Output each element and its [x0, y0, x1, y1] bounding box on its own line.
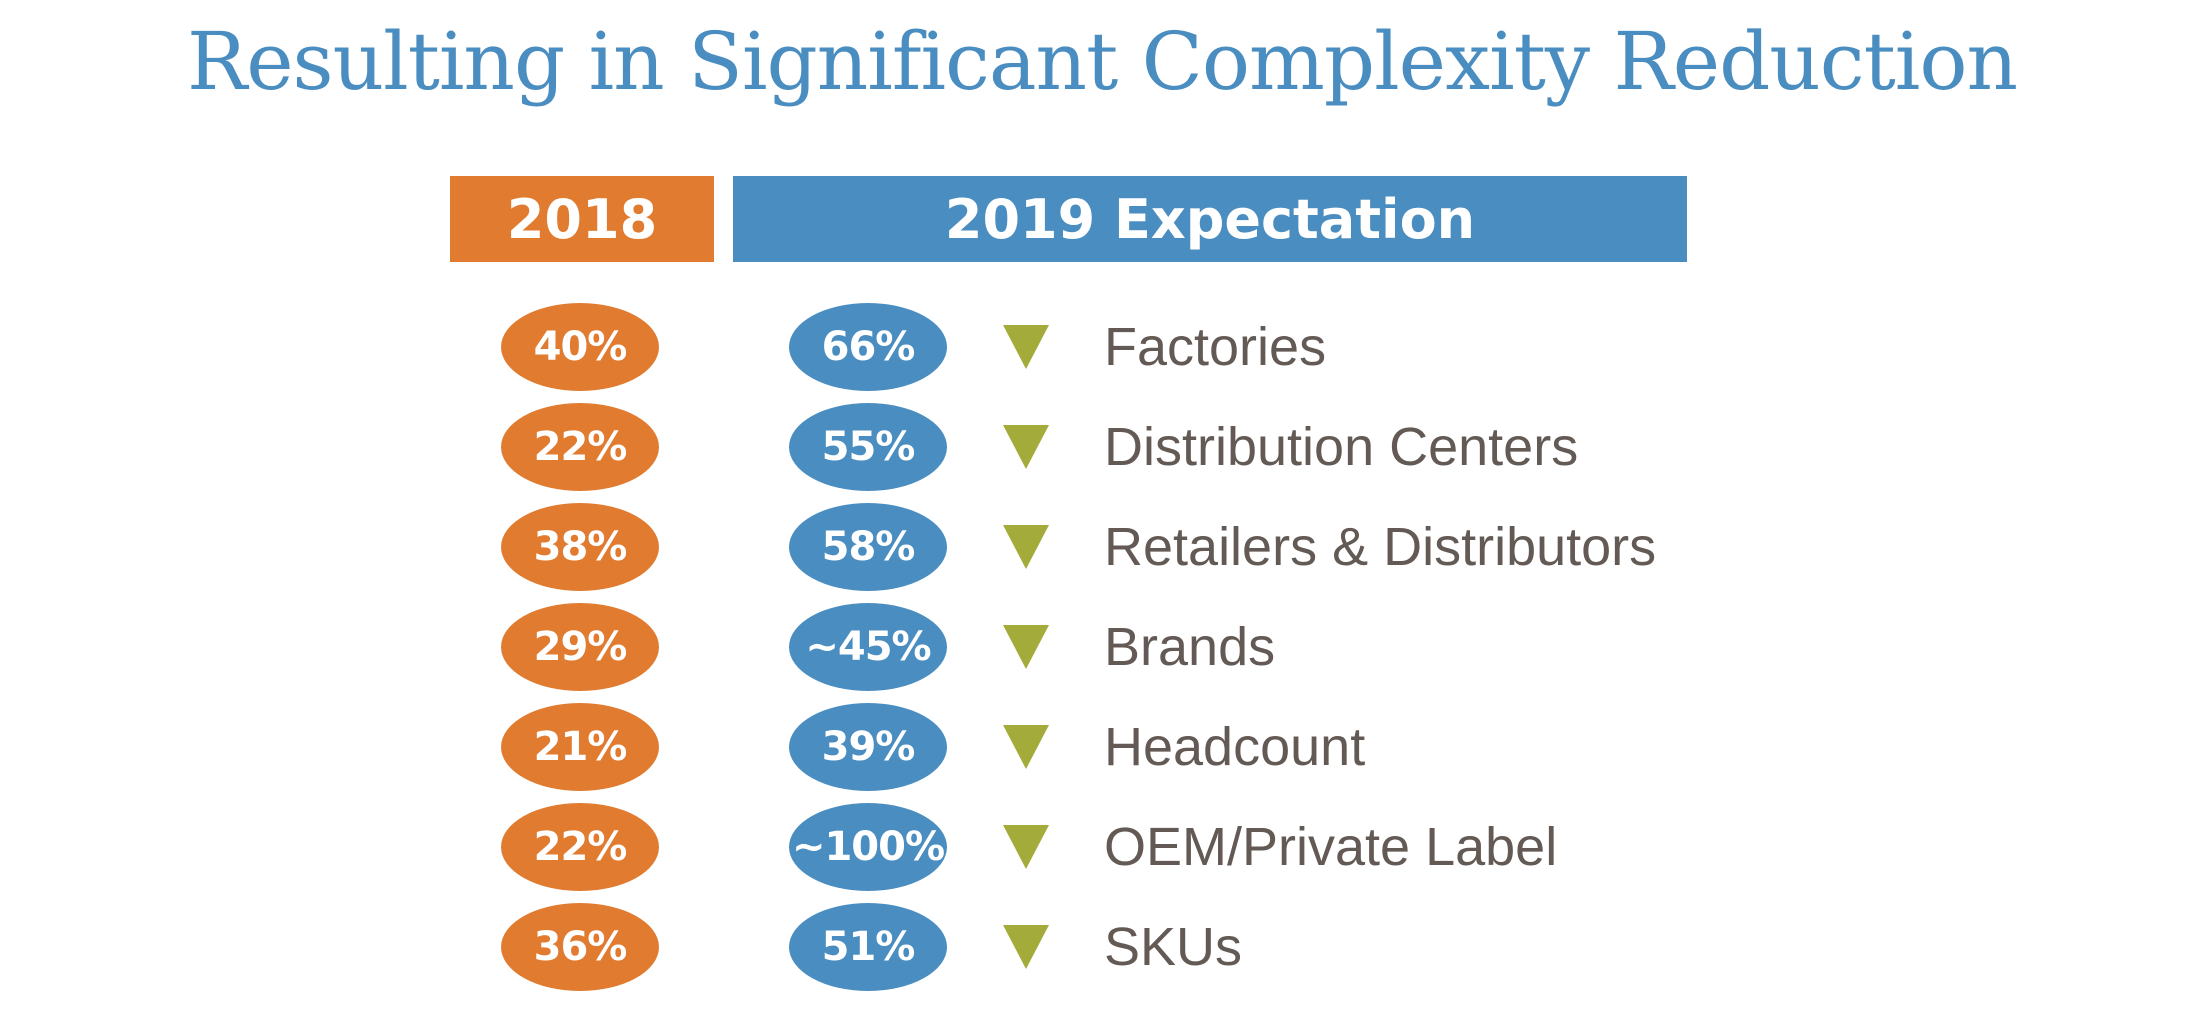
down-triangle-icon: [1003, 725, 1049, 769]
row-factories: 40% 66% Factories: [0, 297, 2204, 397]
down-triangle-icon: [1003, 825, 1049, 869]
down-triangle-icon: [1003, 525, 1049, 569]
down-triangle-icon: [1003, 925, 1049, 969]
value-2019: 39%: [789, 703, 947, 791]
row-distribution-centers: 22% 55% Distribution Centers: [0, 397, 2204, 497]
value-2018: 22%: [501, 403, 659, 491]
value-2019: 58%: [789, 503, 947, 591]
value-2019: ~45%: [789, 603, 947, 691]
slide-title: Resulting in Significant Complexity Redu…: [186, 15, 2018, 108]
value-2019: 66%: [789, 303, 947, 391]
row-oem-private-label: 22% ~100% OEM/Private Label: [0, 797, 2204, 897]
row-label: SKUs: [1104, 917, 1243, 977]
row-brands: 29% ~45% Brands: [0, 597, 2204, 697]
row-retailers-distributors: 38% 58% Retailers & Distributors: [0, 497, 2204, 597]
row-label: Headcount: [1104, 717, 1366, 777]
row-label: OEM/Private Label: [1104, 817, 1558, 877]
row-label: Distribution Centers: [1104, 417, 1579, 477]
value-2018: 36%: [501, 903, 659, 991]
header-2018: 2018: [450, 176, 714, 262]
value-2018: 29%: [501, 603, 659, 691]
down-triangle-icon: [1003, 625, 1049, 669]
row-label: Retailers & Distributors: [1104, 517, 1657, 577]
value-2019: 51%: [789, 903, 947, 991]
value-2019: 55%: [789, 403, 947, 491]
value-2018: 38%: [501, 503, 659, 591]
down-triangle-icon: [1003, 425, 1049, 469]
value-2018: 21%: [501, 703, 659, 791]
down-triangle-icon: [1003, 325, 1049, 369]
row-skus: 36% 51% SKUs: [0, 897, 2204, 997]
header-2019-expectation: 2019 Expectation: [733, 176, 1687, 262]
row-headcount: 21% 39% Headcount: [0, 697, 2204, 797]
value-2019: ~100%: [789, 803, 947, 891]
value-2018: 22%: [501, 803, 659, 891]
row-label: Factories: [1104, 317, 1327, 377]
reduction-list: 40% 66% Factories 22% 55% Distribution C…: [0, 297, 2204, 997]
row-label: Brands: [1104, 617, 1276, 677]
value-2018: 40%: [501, 303, 659, 391]
